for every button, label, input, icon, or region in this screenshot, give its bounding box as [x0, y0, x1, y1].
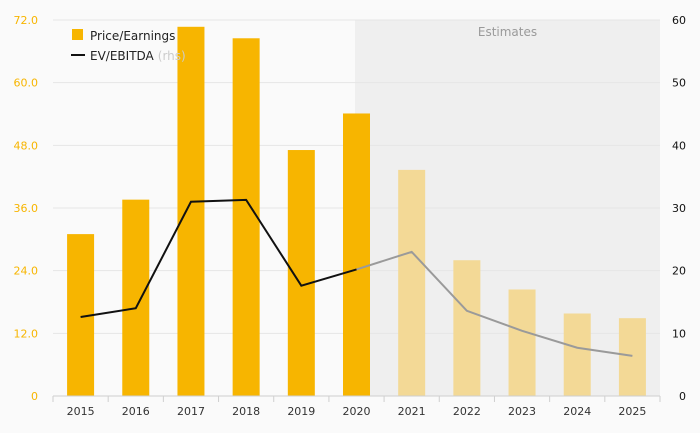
left-axis-tick-label: 24.0: [14, 265, 39, 278]
right-axis-tick-label: 60: [672, 14, 686, 27]
legend-label-price-earnings: Price/Earnings: [90, 29, 175, 43]
x-tick-label-2021: 2021: [398, 405, 426, 418]
x-tick-label-2022: 2022: [453, 405, 481, 418]
left-axis-tick-label: 12.0: [14, 327, 39, 340]
left-axis-tick-label: 60.0: [14, 77, 39, 90]
bar-price-earnings-2025: [618, 318, 646, 396]
right-axis-tick-label: 10: [672, 327, 686, 340]
bar-price-earnings-2023: [508, 289, 536, 396]
bar-price-earnings-2018: [232, 38, 260, 397]
right-axis-tick-label: 50: [672, 77, 686, 90]
x-tick-label-2019: 2019: [287, 405, 315, 418]
right-axis-tick-label: 40: [672, 139, 686, 152]
right-axis-tick-label: 30: [672, 202, 686, 215]
legend-label-ev-ebitda: EV/EBITDA (rhs): [90, 49, 186, 63]
left-axis-tick-label: 48.0: [14, 139, 39, 152]
bar-price-earnings-2024: [563, 313, 591, 396]
x-tick-label-2023: 2023: [508, 405, 536, 418]
line-ev-ebitda-estimates: [356, 250, 633, 357]
x-tick-label-2025: 2025: [618, 405, 646, 418]
right-axis-tick-label: 0: [679, 390, 686, 403]
bar-price-earnings-2020: [343, 113, 370, 396]
x-tick-label-2020: 2020: [343, 405, 371, 418]
legend-label-ev-ebitda-suffix: (rhs): [158, 49, 186, 63]
bar-price-earnings-2017: [177, 26, 205, 397]
x-tick-label-2015: 2015: [67, 405, 95, 418]
x-tick-label-2016: 2016: [122, 405, 150, 418]
legend-swatch-price-earnings: [72, 29, 83, 40]
legend: Price/Earnings EV/EBITDA (rhs): [71, 29, 186, 63]
bar-price-earnings-2021: [398, 169, 426, 396]
legend-label-ev-ebitda-main: EV/EBITDA: [90, 49, 155, 63]
axes: 2015 2016 2017 2018 2019 2020 2021 2022 2023 2024…: [14, 14, 687, 418]
bar-price-earnings-2019: [287, 150, 315, 396]
left-axis-tick-label: 0: [31, 390, 38, 403]
x-tick-label-2017: 2017: [177, 405, 205, 418]
right-axis-tick-label: 20: [672, 265, 686, 278]
line-ev-ebitda-actual: [80, 198, 357, 319]
x-tick-label-2018: 2018: [232, 405, 260, 418]
bar-price-earnings-2016: [122, 199, 150, 396]
x-tick-label-2024: 2024: [563, 405, 591, 418]
estimates-label: Estimates: [478, 25, 537, 39]
left-axis-tick-label: 72.0: [14, 14, 39, 27]
left-axis-tick-label: 36.0: [14, 202, 39, 215]
line-ev-ebitda: [80, 198, 633, 357]
bar-price-earnings-2022: [453, 260, 481, 396]
